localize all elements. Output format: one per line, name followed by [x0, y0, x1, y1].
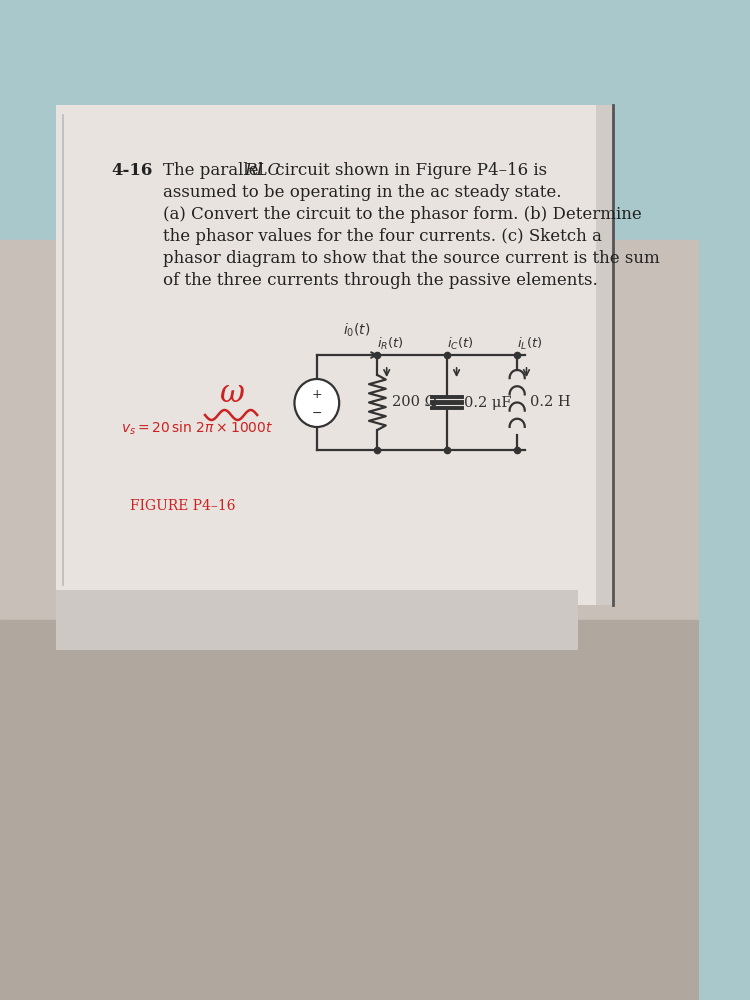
- Text: the phasor values for the four currents. (c) Sketch a: the phasor values for the four currents.…: [163, 228, 602, 245]
- Text: of the three currents through the passive elements.: of the three currents through the passiv…: [163, 272, 598, 289]
- Text: $i_C(t)$: $i_C(t)$: [447, 336, 474, 352]
- Text: assumed to be operating in the ac steady state.: assumed to be operating in the ac steady…: [163, 184, 562, 201]
- Text: 0.2 μF: 0.2 μF: [464, 395, 512, 410]
- Text: +: +: [311, 388, 322, 401]
- Text: $i_0(t)$: $i_0(t)$: [343, 322, 370, 339]
- Bar: [56, 590, 578, 650]
- Circle shape: [295, 379, 339, 427]
- Bar: [0, 620, 699, 1000]
- Text: $i_R(t)$: $i_R(t)$: [377, 336, 404, 352]
- Text: 200 Ω: 200 Ω: [392, 395, 437, 410]
- Text: 4-16: 4-16: [112, 162, 153, 179]
- Text: $v_s = 20\,\sin\,2\pi \times 1000t$: $v_s = 20\,\sin\,2\pi \times 1000t$: [122, 419, 274, 437]
- Bar: [0, 240, 699, 1000]
- Bar: [56, 105, 596, 605]
- Text: phasor diagram to show that the source current is the sum: phasor diagram to show that the source c…: [163, 250, 660, 267]
- Text: −: −: [311, 406, 322, 420]
- Bar: [596, 105, 613, 605]
- Text: $i_L(t)$: $i_L(t)$: [518, 336, 543, 352]
- Text: 0.2 H: 0.2 H: [530, 395, 571, 410]
- Text: FIGURE P4–16: FIGURE P4–16: [130, 499, 236, 513]
- Text: (a) Convert the circuit to the phasor form. (b) Determine: (a) Convert the circuit to the phasor fo…: [163, 206, 642, 223]
- Text: The parallel: The parallel: [163, 162, 269, 179]
- Text: RLC: RLC: [244, 162, 280, 179]
- Text: ω: ω: [219, 377, 244, 408]
- Bar: [0, 0, 699, 240]
- Text: circuit shown in Figure P4–16 is: circuit shown in Figure P4–16 is: [270, 162, 548, 179]
